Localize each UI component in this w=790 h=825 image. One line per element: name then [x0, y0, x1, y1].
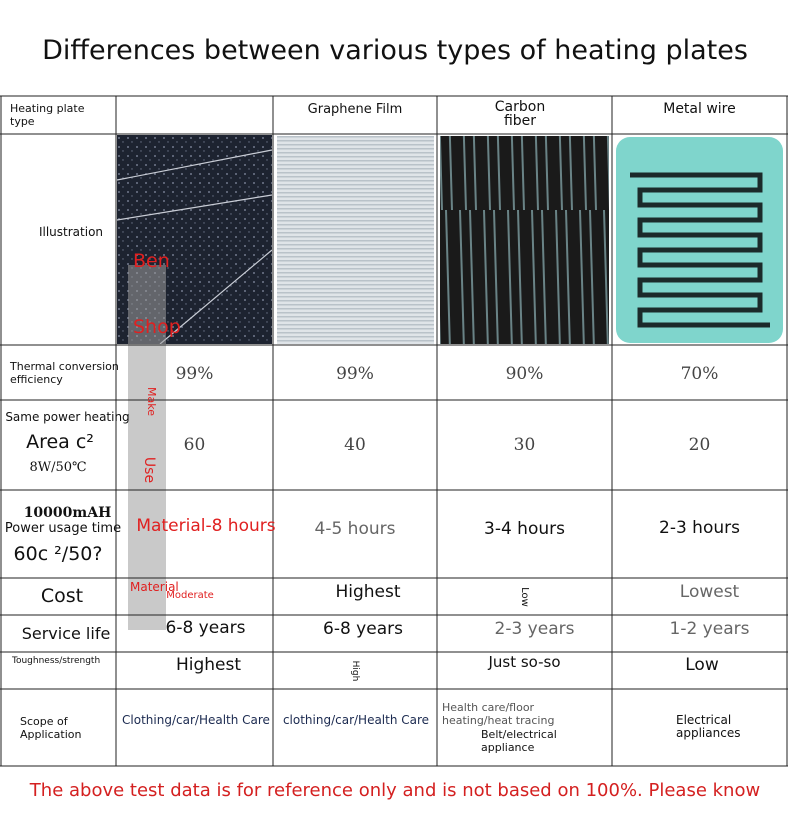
cell: clothing/car/Health Care	[282, 713, 430, 727]
row-label: Area c²	[26, 431, 94, 453]
illustration-image	[116, 149, 273, 345]
cell: Material-8 hours	[136, 516, 276, 536]
cell: 2-3 years	[494, 619, 575, 639]
cell: Just so-so	[488, 653, 561, 671]
cell: Moderate	[166, 589, 214, 601]
cell: 20	[688, 435, 711, 455]
watermark-text: Make	[144, 387, 158, 416]
cell: High	[350, 660, 360, 682]
cell: Low	[519, 587, 531, 607]
cell: Health care/floor heating/heat tracing	[442, 701, 555, 727]
row-label: 60c ²/50?	[13, 543, 103, 565]
cell: 99%	[175, 364, 214, 384]
cell: 6-8 years	[323, 619, 403, 639]
footnote: The above test data is for reference onl…	[29, 779, 761, 801]
row-label: 8W/50℃	[29, 459, 87, 475]
watermark-band	[128, 265, 166, 630]
row-label: Same power heating	[5, 410, 130, 424]
column-header: Carbon fiber	[494, 99, 546, 129]
cell: 30	[513, 435, 536, 455]
cell: Clothing/car/Health Care	[122, 713, 270, 727]
column-header: Graphene Film	[307, 101, 403, 117]
cell: Electrical appliances	[676, 713, 741, 740]
cell: 70%	[680, 364, 719, 384]
row-label: Service life	[21, 623, 111, 643]
illustration-image	[277, 136, 434, 344]
cell: 90%	[505, 364, 544, 384]
cell: 40	[344, 435, 366, 455]
row-label: Toughness/strength	[12, 656, 101, 666]
column-header: Metal wire	[663, 101, 736, 117]
watermark-text: Use	[141, 456, 158, 484]
title: Differences between various types of hea…	[42, 34, 748, 66]
watermark-text: Material	[130, 580, 179, 594]
cell: 6-8 years	[165, 618, 246, 638]
row-label: Illustration	[38, 225, 104, 239]
row-label: Power usage time	[4, 520, 122, 536]
illustrations	[116, 135, 783, 630]
cell: Highest	[175, 655, 242, 675]
cell: Belt/electrical appliance	[481, 728, 557, 754]
cell: 2-3 hours	[659, 518, 740, 538]
cell: Low	[685, 655, 719, 675]
row-label: Cost	[40, 585, 84, 607]
watermark-text: Shop	[133, 316, 181, 338]
cell: 60	[183, 435, 206, 455]
illustration-image	[630, 172, 770, 328]
cell: Lowest	[679, 582, 740, 602]
cell: 4-5 hours	[314, 519, 396, 539]
illustration-image	[440, 136, 609, 344]
cell: Highest	[335, 582, 401, 602]
row-label: Scope of Application	[20, 715, 82, 741]
row-label: 10000mAH	[23, 505, 112, 521]
table-grid	[0, 95, 788, 767]
corner-header: Heating plate type	[10, 102, 85, 128]
cell: 99%	[336, 364, 374, 384]
cell: 3-4 hours	[484, 519, 565, 539]
watermark-text: Ben	[133, 250, 170, 272]
cell: 1-2 years	[669, 619, 750, 639]
row-label: Thermal conversion efficiency	[10, 360, 119, 386]
